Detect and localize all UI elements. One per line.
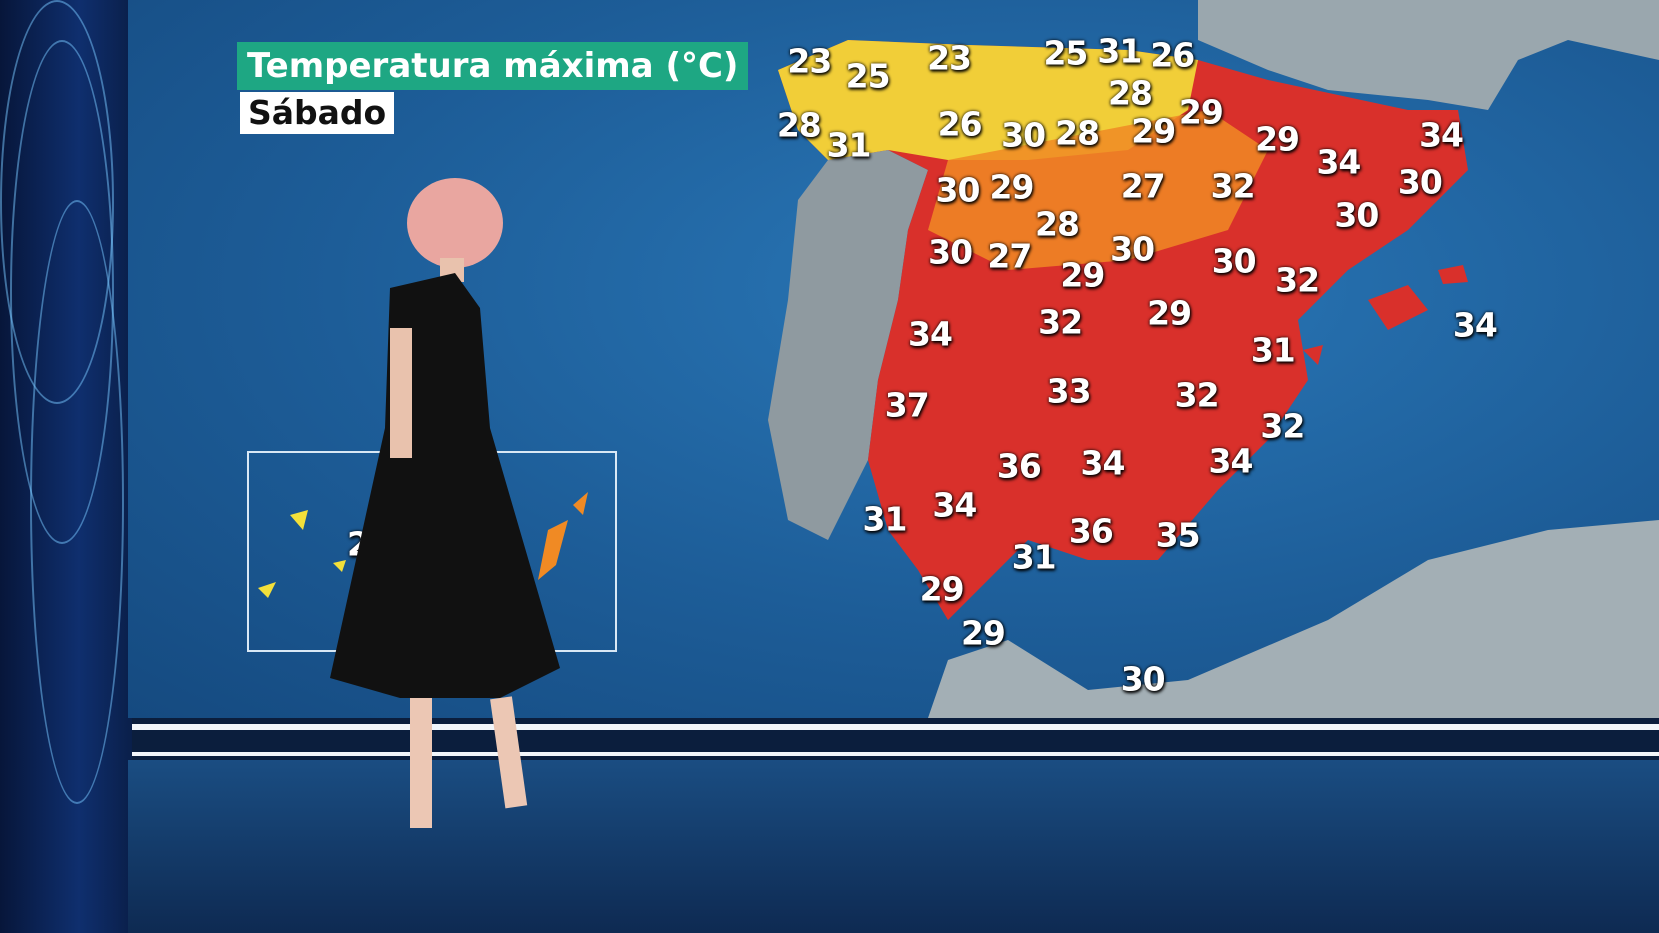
central-spain-warm <box>928 110 1268 270</box>
fuerteventura <box>538 520 568 580</box>
temperature-label: 31 <box>1250 330 1296 370</box>
temperature-label: 29 <box>1178 92 1224 132</box>
map-title: Temperatura máxima (°C) <box>237 42 749 90</box>
temperature-label: 31 <box>1097 31 1142 71</box>
temperature-label: 26 <box>1150 35 1195 75</box>
studio-rail <box>132 752 1659 756</box>
temperature-label: 29 <box>919 569 965 609</box>
decor-arc <box>0 0 114 404</box>
temperature-label: 34 <box>1208 441 1254 481</box>
temperature-label: 30 <box>1120 659 1166 699</box>
ibiza <box>1303 345 1323 365</box>
temperature-label: 32 <box>1210 166 1256 206</box>
temperature-label: 34 <box>1419 115 1464 155</box>
temperature-label: 29 <box>1060 255 1105 295</box>
temperature-label: 27 <box>1120 166 1166 206</box>
temperature-label: 31 <box>862 499 908 539</box>
temperature-label: 34 <box>1316 142 1361 182</box>
presenter-leg <box>490 696 528 809</box>
temperature-label: 31 <box>1011 537 1057 577</box>
temperature-label: 29 <box>1255 119 1300 159</box>
map-graphic <box>258 0 1659 718</box>
temperature-label: 32 <box>1038 302 1083 342</box>
temperature-label: 31 <box>826 125 872 165</box>
el-hierro <box>258 582 276 598</box>
north-spain-mild <box>778 40 1198 160</box>
temperature-label: 36 <box>996 446 1042 486</box>
temperature-label: 34 <box>1080 443 1126 483</box>
mallorca <box>1368 285 1428 330</box>
france-land <box>1198 0 1659 110</box>
presenter-leg <box>410 698 432 828</box>
temperature-label: 29 <box>1131 111 1176 151</box>
lanzarote <box>573 492 588 515</box>
temperature-label: 32 <box>1260 406 1305 446</box>
north-africa-land <box>928 520 1659 718</box>
temperature-label: 32 <box>1275 260 1320 300</box>
temperature-label: 28 <box>1055 113 1100 153</box>
temperature-label: 35 <box>1155 515 1201 555</box>
temperature-label: 29 <box>960 613 1006 653</box>
temperature-label: 37 <box>884 385 930 425</box>
studio-rail <box>132 724 1659 730</box>
temperature-label: 30 <box>935 170 981 210</box>
temperature-label: 29 <box>1147 293 1192 333</box>
temperature-label: 36 <box>1068 511 1114 551</box>
temperature-label: 32 <box>1174 375 1220 415</box>
temperature-label: 30 <box>1110 229 1155 269</box>
temperature-label: 23 <box>927 38 972 78</box>
day-label: Sábado <box>240 92 395 134</box>
temperature-label: 34 <box>908 314 953 354</box>
temperature-label: 28 <box>1035 204 1080 244</box>
temperature-label: 30 <box>928 232 973 272</box>
temperature-label: 34 <box>932 485 977 525</box>
presenter-hair <box>407 178 503 268</box>
presenter-arm <box>390 328 412 458</box>
la-gomera <box>333 560 346 572</box>
presenter-dress <box>330 273 560 698</box>
temperature-label: 34 <box>1452 305 1498 345</box>
reflective-floor <box>128 760 1659 933</box>
la-palma <box>290 510 308 530</box>
temperature-label: 25 <box>845 56 891 96</box>
temperature-label: 27 <box>987 236 1032 276</box>
temperature-label: 28 <box>776 105 822 145</box>
temperature-label: 33 <box>1046 371 1092 411</box>
temperature-label: 30 <box>1001 115 1046 155</box>
presenter <box>330 178 560 828</box>
temperature-label: 28 <box>1108 73 1153 113</box>
temperature-label: 30 <box>1397 162 1443 202</box>
weather-map-screen <box>128 0 1659 718</box>
temperature-label: 25 <box>1043 33 1088 73</box>
portugal-land <box>768 150 928 540</box>
temperature-label: 30 <box>1334 195 1379 235</box>
temperature-label: 30 <box>1211 241 1257 281</box>
temperature-label: 23 <box>787 41 832 81</box>
studio-left-wall <box>0 0 132 933</box>
menorca <box>1438 265 1468 284</box>
temperature-label: 29 <box>989 167 1035 207</box>
temperature-label: 26 <box>937 104 983 144</box>
